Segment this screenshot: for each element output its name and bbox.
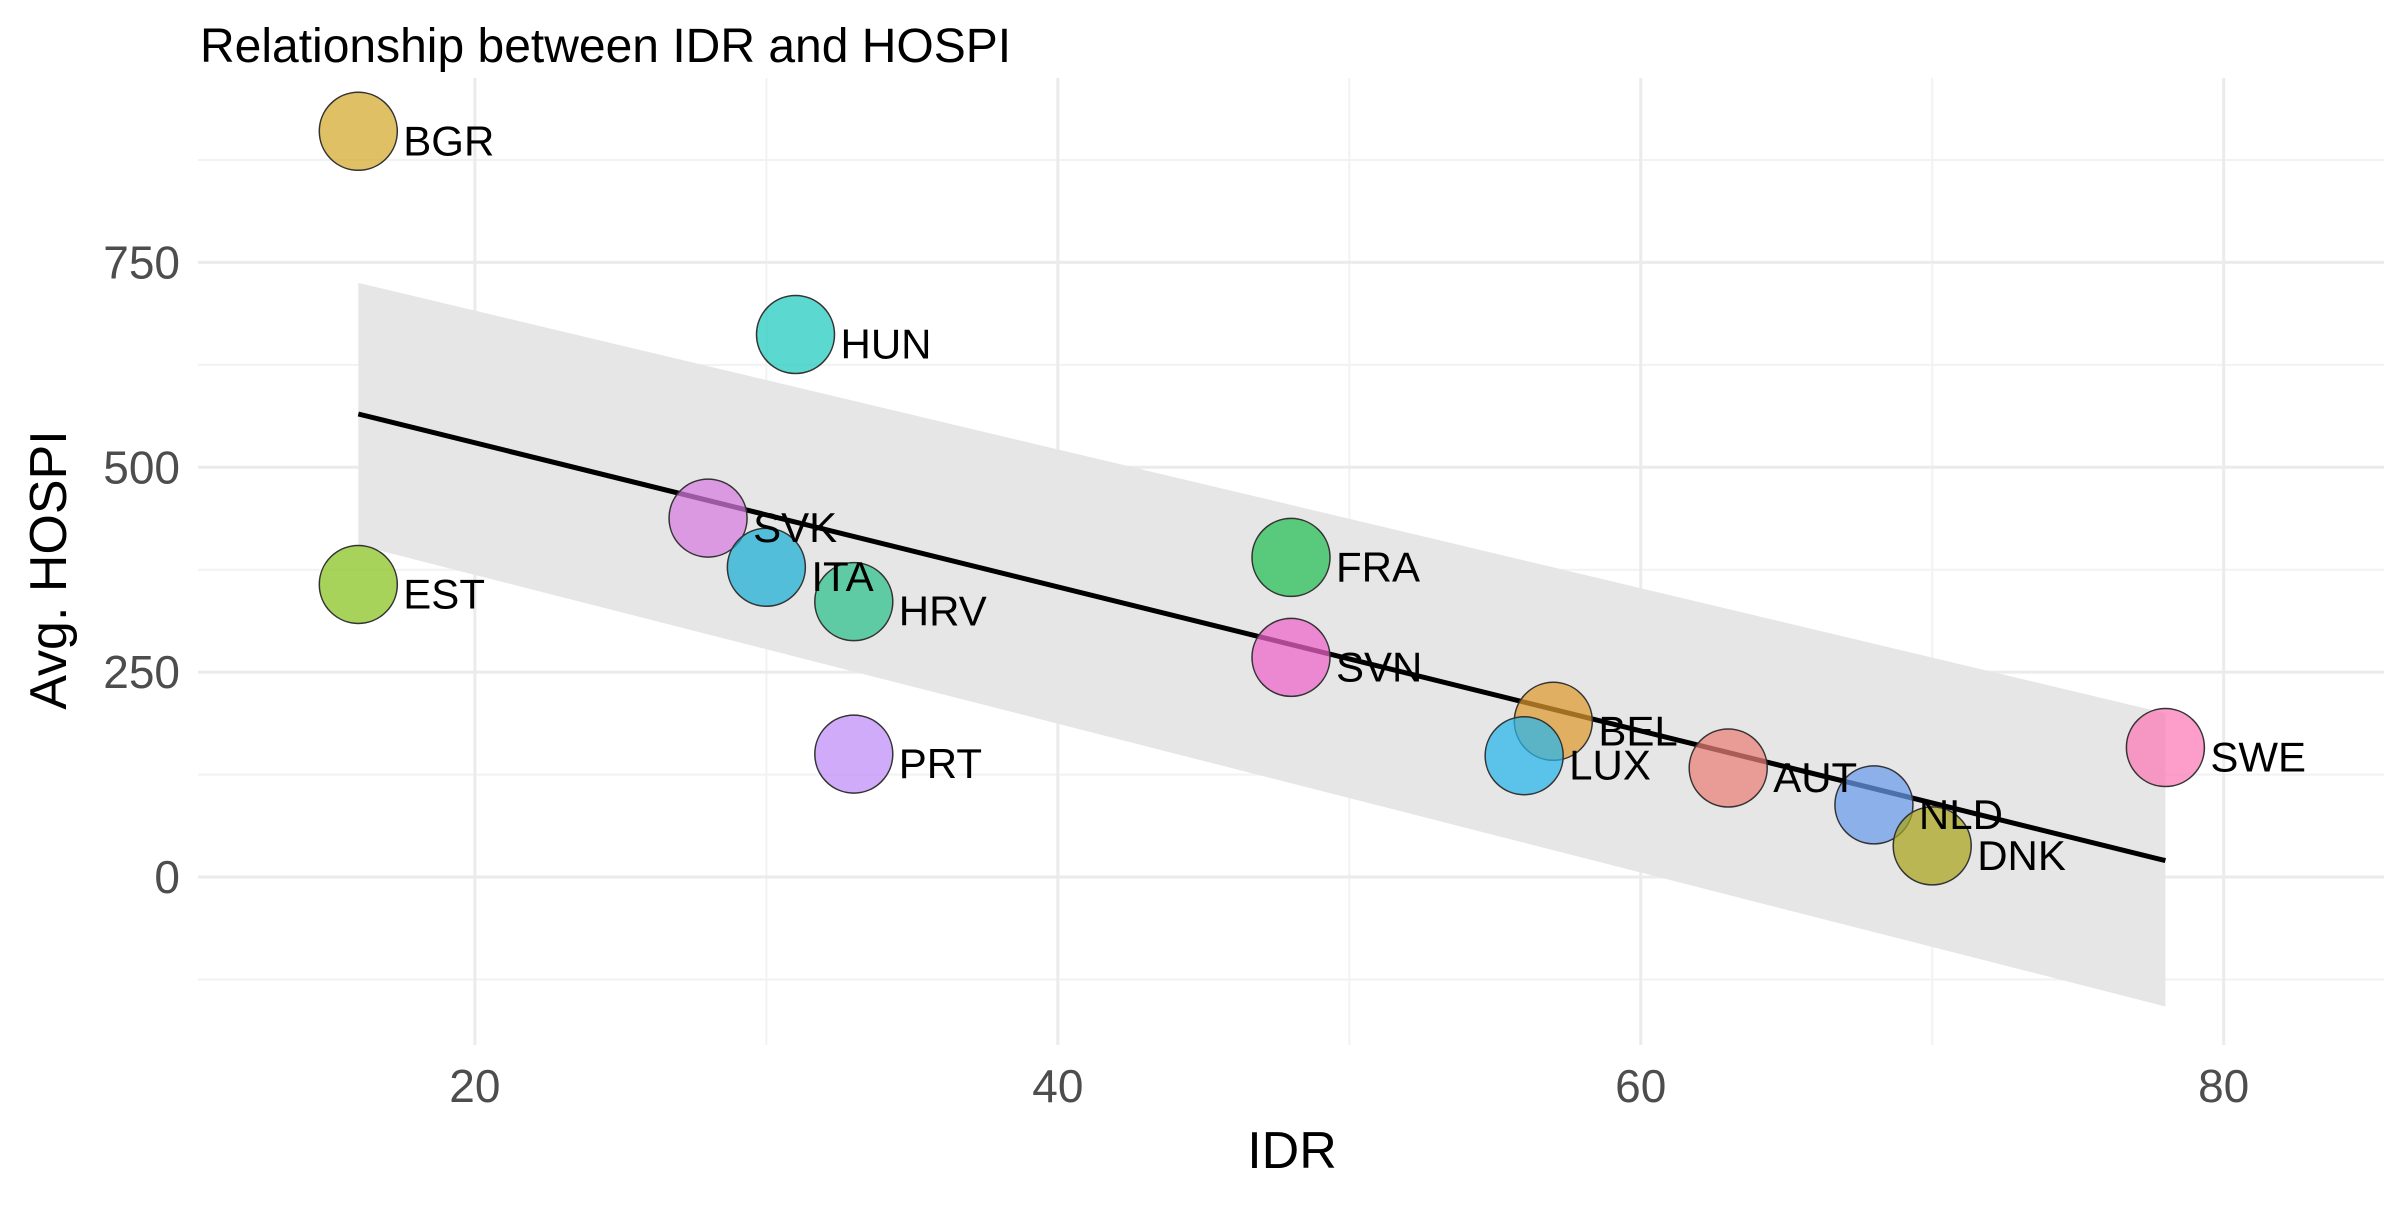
point-label-swe: SWE [2210, 734, 2306, 781]
x-axis-ticks: 20 40 60 80 [449, 1060, 2249, 1112]
point-label-ita: ITA [811, 553, 873, 600]
data-point-dnk [1892, 806, 1972, 886]
x-tick-label: 20 [449, 1060, 500, 1112]
data-point-est [318, 544, 399, 625]
data-point-svn [1251, 617, 1331, 698]
data-point-nld [1834, 765, 1914, 845]
x-axis-label: IDR [1247, 1122, 1337, 1180]
y-tick-label: 500 [103, 441, 180, 493]
point-label-svk: SVK [753, 504, 837, 551]
point-label-aut: AUT [1773, 754, 1857, 801]
data-point-aut [1688, 728, 1768, 808]
point-label-prt: PRT [899, 740, 982, 787]
x-tick-label: 80 [2198, 1060, 2249, 1112]
point-label-nld: NLD [1919, 791, 2003, 838]
point-label-bgr: BGR [403, 117, 494, 164]
point-label-dnk: DNK [1977, 832, 2066, 879]
data-points [318, 91, 2206, 886]
point-label-est: EST [403, 570, 485, 617]
y-tick-label: 250 [103, 646, 180, 698]
data-point-ita [726, 527, 807, 607]
point-label-hun: HUN [841, 321, 932, 368]
y-tick-label: 0 [154, 851, 180, 903]
data-point-svk [668, 478, 748, 558]
point-label-fra: FRA [1336, 543, 1420, 590]
x-tick-label: 60 [1615, 1060, 1666, 1112]
y-axis-ticks: 0 250 500 750 [103, 236, 180, 903]
data-point-hrv [814, 561, 894, 642]
point-label-bel: BEL [1598, 707, 1677, 754]
data-point-fra [1251, 517, 1331, 598]
point-label-svn: SVN [1336, 643, 1422, 690]
data-point-swe [2125, 707, 2206, 788]
point-label-lux: LUX [1569, 742, 1651, 789]
y-axis-label: Avg. HOSPI [20, 430, 78, 709]
chart-title: Relationship between IDR and HOSPI [200, 20, 1011, 73]
y-tick-label: 750 [103, 236, 180, 288]
data-point-hun [755, 294, 836, 375]
x-tick-label: 40 [1032, 1060, 1083, 1112]
data-point-bgr [318, 91, 399, 172]
data-point-prt [814, 714, 894, 794]
data-point-lux [1484, 715, 1564, 796]
point-label-hrv: HRV [899, 588, 987, 635]
